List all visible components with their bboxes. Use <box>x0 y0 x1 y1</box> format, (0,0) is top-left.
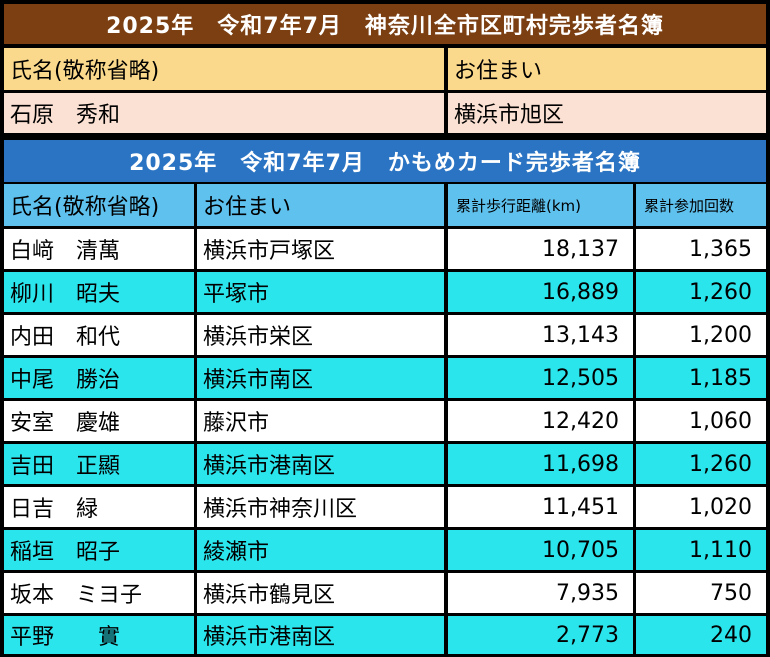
row-address: 平塚市 <box>197 272 444 312</box>
row-distance: 12,420 <box>448 401 633 441</box>
row-name: 坂本 ミヨ子 <box>4 573 194 613</box>
row-name: 白﨑 清萬 <box>4 229 194 269</box>
row-distance: 16,889 <box>448 272 633 312</box>
row-distance: 12,505 <box>448 358 633 398</box>
row-name: 日吉 緑 <box>4 487 194 527</box>
row-distance: 11,698 <box>448 444 633 484</box>
row-name: 吉田 正顯 <box>4 444 194 484</box>
row-address: 藤沢市 <box>197 401 444 441</box>
row-distance: 10,705 <box>448 530 633 570</box>
title-all-municipalities: 2025年 令和7年7月 神奈川全市区町村完歩者名簿 <box>4 4 766 44</box>
row-count: 750 <box>636 573 766 613</box>
top-row-address: 横浜市旭区 <box>448 93 766 133</box>
kamome-header-name: 氏名(敬称省略) <box>4 184 194 226</box>
row-name: 稲垣 昭子 <box>4 530 194 570</box>
row-address: 横浜市南区 <box>197 358 444 398</box>
row-name: 柳川 昭夫 <box>4 272 194 312</box>
row-address: 横浜市港南区 <box>197 616 444 654</box>
row-distance: 7,935 <box>448 573 633 613</box>
title-kamome-card: 2025年 令和7年7月 かもめカード完歩者名簿 <box>4 140 766 182</box>
row-distance: 11,451 <box>448 487 633 527</box>
kamome-header-count: 累計参加回数 <box>636 184 766 226</box>
kamome-header-distance: 累計歩行距離(km) <box>448 184 633 226</box>
row-address: 横浜市港南区 <box>197 444 444 484</box>
kamome-header-address: お住まい <box>197 184 444 226</box>
row-name: 安室 慶雄 <box>4 401 194 441</box>
top-header-name: 氏名(敬称省略) <box>4 48 444 90</box>
row-count: 240 <box>636 616 766 654</box>
top-row-name: 石原 秀和 <box>4 93 444 133</box>
row-name: 平野 實 <box>4 616 194 654</box>
row-distance: 18,137 <box>448 229 633 269</box>
row-count: 1,365 <box>636 229 766 269</box>
row-address: 綾瀬市 <box>197 530 444 570</box>
row-address: 横浜市神奈川区 <box>197 487 444 527</box>
row-count: 1,110 <box>636 530 766 570</box>
row-distance: 2,773 <box>448 616 633 654</box>
row-address: 横浜市栄区 <box>197 315 444 355</box>
row-count: 1,260 <box>636 272 766 312</box>
row-distance: 13,143 <box>448 315 633 355</box>
row-count: 1,185 <box>636 358 766 398</box>
row-address: 横浜市鶴見区 <box>197 573 444 613</box>
row-name: 中尾 勝治 <box>4 358 194 398</box>
row-name: 内田 和代 <box>4 315 194 355</box>
row-count: 1,020 <box>636 487 766 527</box>
row-count: 1,200 <box>636 315 766 355</box>
row-address: 横浜市戸塚区 <box>197 229 444 269</box>
row-count: 1,060 <box>636 401 766 441</box>
row-count: 1,260 <box>636 444 766 484</box>
top-header-address: お住まい <box>448 48 766 90</box>
